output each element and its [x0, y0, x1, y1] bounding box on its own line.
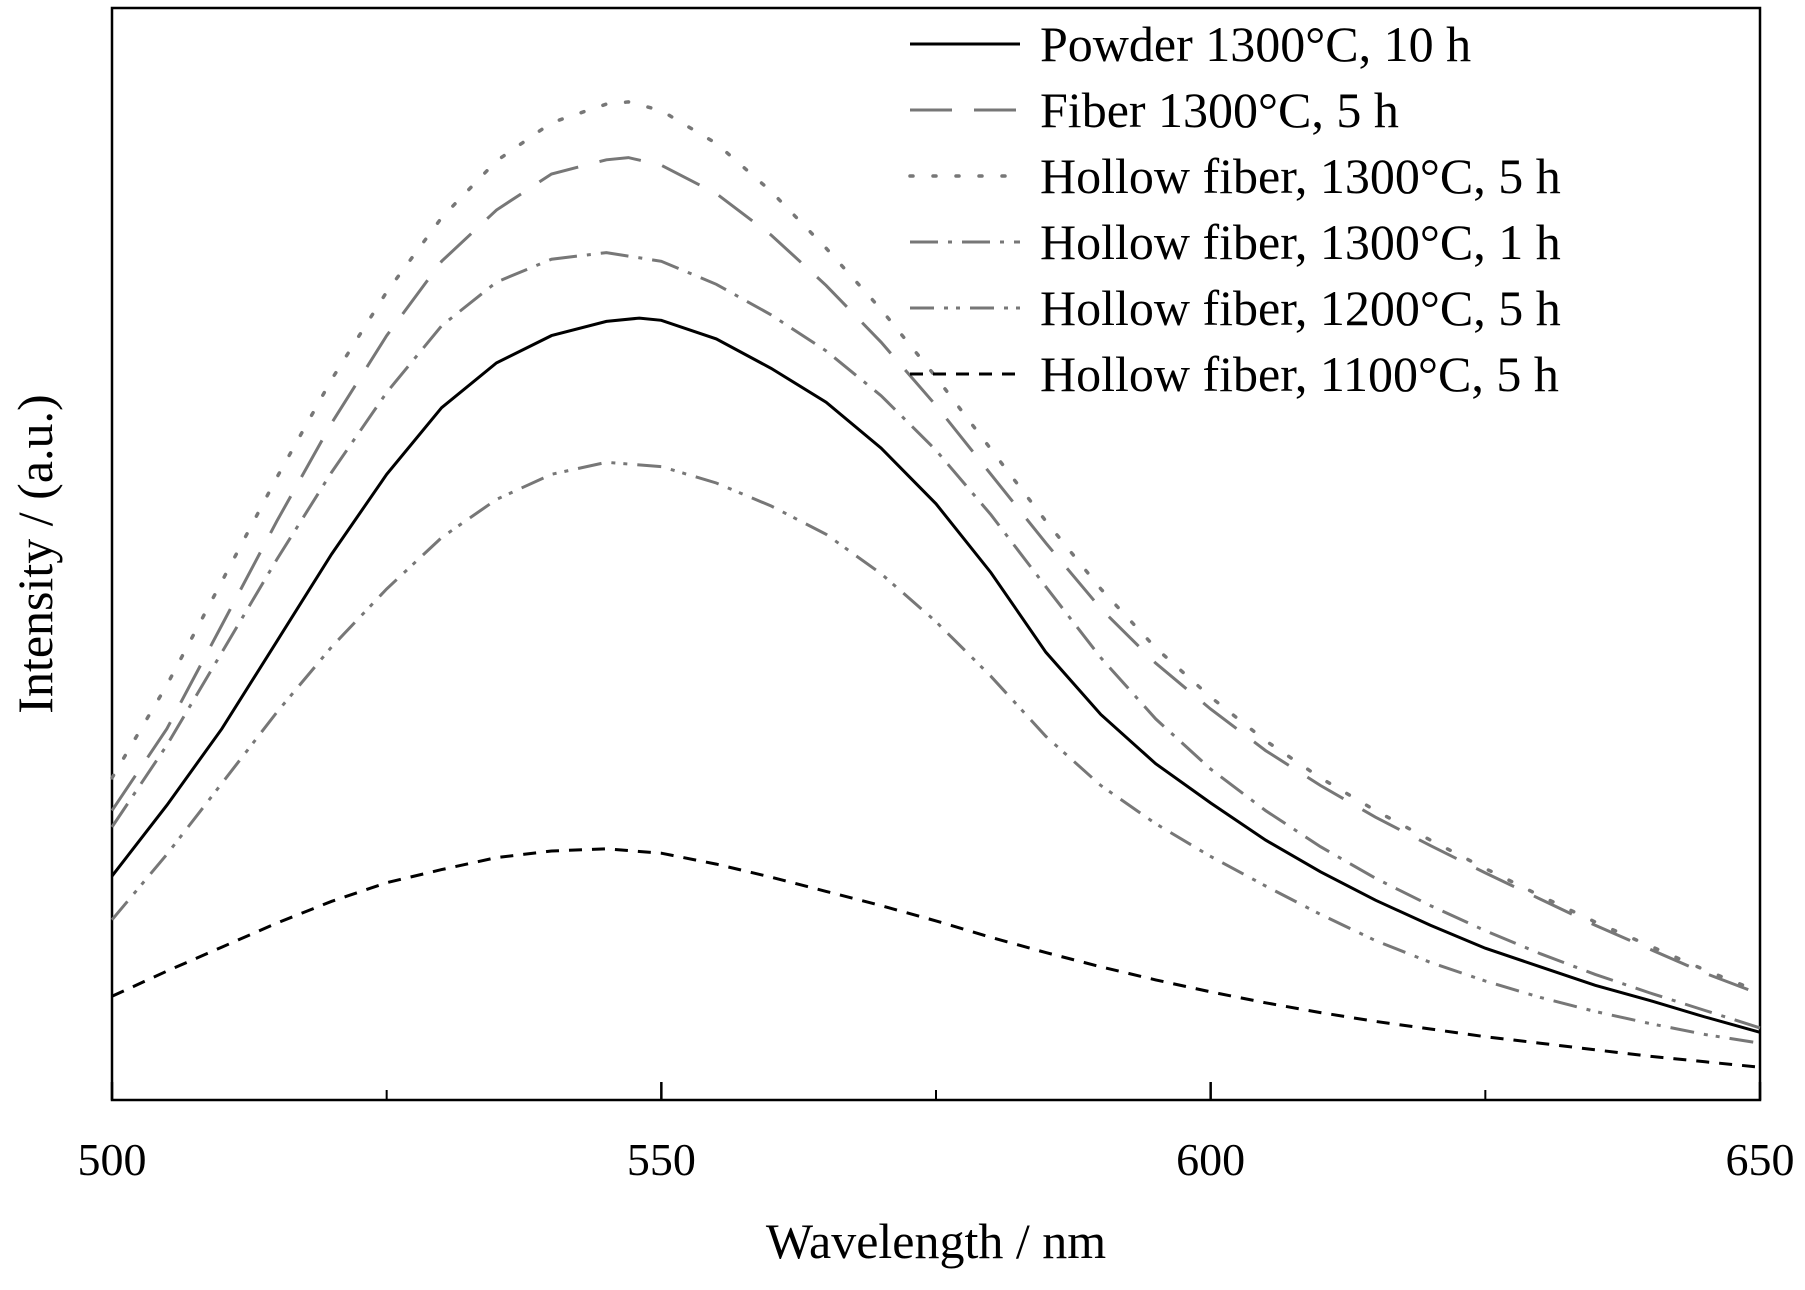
- legend-label: Hollow fiber, 1100°C, 5 h: [1040, 346, 1559, 402]
- legend-label: Fiber 1300°C, 5 h: [1040, 82, 1399, 138]
- series-line-hollow-fiber-1300-c-5-h: [110, 100, 1762, 994]
- legend-label: Hollow fiber, 1200°C, 5 h: [1040, 280, 1561, 336]
- legend-label: Powder 1300°C, 10 h: [1040, 16, 1471, 72]
- legend-label: Hollow fiber, 1300°C, 1 h: [1040, 214, 1561, 270]
- series-line-hollow-fiber-1100-c-5-h: [111, 847, 1761, 1069]
- legend: Powder 1300°C, 10 h Fiber 1300°C, 5 h Holl…: [908, 16, 1561, 402]
- series-line-fiber-1300-c-5-h: [110, 156, 1761, 996]
- series-line-hollow-fiber-1200-c-5-h: [110, 460, 1761, 1045]
- legend-label: Hollow fiber, 1300°C, 5 h: [1040, 148, 1561, 204]
- series-layer: [110, 100, 1762, 1069]
- tick-layer: 500 550 600 650: [78, 1082, 1795, 1185]
- x-tick-label: 550: [627, 1134, 696, 1185]
- x-tick-label: 650: [1726, 1134, 1795, 1185]
- series-line-powder-1300-c-10-h: [110, 316, 1761, 1034]
- x-tick-label: 500: [78, 1134, 147, 1185]
- x-axis-title: Wavelength / nm: [766, 1213, 1106, 1269]
- x-tick-label: 600: [1176, 1134, 1245, 1185]
- y-axis-title: Intensity / (a.u.): [7, 394, 63, 713]
